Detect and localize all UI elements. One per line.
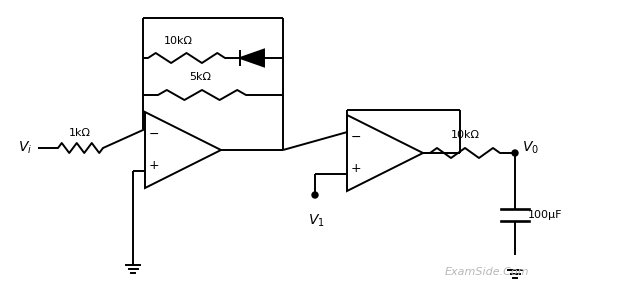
Text: $V_0$: $V_0$ bbox=[522, 140, 539, 156]
Text: 10kΩ: 10kΩ bbox=[163, 36, 192, 46]
Text: +: + bbox=[149, 159, 159, 173]
Text: $V_i$: $V_i$ bbox=[18, 140, 32, 156]
Text: 5kΩ: 5kΩ bbox=[189, 72, 211, 82]
Text: −: − bbox=[351, 131, 362, 144]
Text: 10kΩ: 10kΩ bbox=[451, 130, 480, 140]
Circle shape bbox=[512, 150, 518, 156]
Text: $V_1$: $V_1$ bbox=[308, 213, 324, 229]
Circle shape bbox=[312, 192, 318, 198]
Text: 100μF: 100μF bbox=[528, 210, 562, 220]
Text: 1kΩ: 1kΩ bbox=[69, 128, 91, 138]
Text: −: − bbox=[149, 128, 159, 141]
Text: ExamSide.Com: ExamSide.Com bbox=[445, 267, 529, 277]
Polygon shape bbox=[240, 49, 264, 66]
Text: +: + bbox=[351, 162, 362, 176]
